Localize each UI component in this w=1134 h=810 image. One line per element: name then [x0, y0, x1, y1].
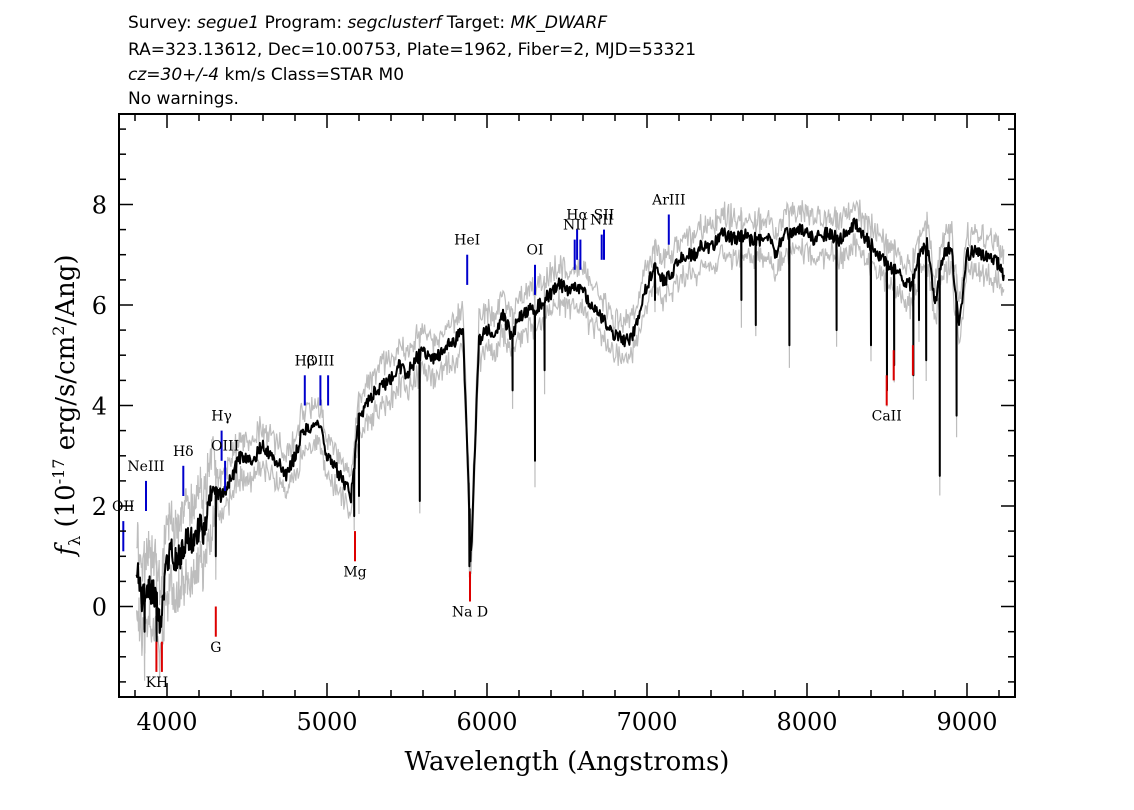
line-marker-label: SII	[594, 208, 615, 224]
x-tick-label: 6000	[456, 708, 517, 736]
line-marker-label: Hβ	[295, 353, 315, 369]
line-marker-label: OI	[526, 243, 543, 259]
y-tick-label: 2	[92, 493, 107, 521]
header-line-3: cz=30+/-4 km/s Class=STAR M0	[128, 65, 404, 85]
header-segment: segue1	[197, 13, 259, 33]
line-marker-label: HeI	[454, 233, 480, 249]
x-tick-label: 4000	[136, 708, 197, 736]
y-axis-title: fλ (10-17 erg/s/cm2/Ang)	[49, 254, 84, 557]
line-marker-label: Hγ	[211, 409, 232, 425]
plot-axes: 4000 5000 6000 7000 8000 9000 0 2 4 6 8	[92, 114, 1015, 736]
y-tick-label: 6	[92, 292, 107, 320]
header-segment: Target:	[441, 13, 510, 33]
header-segment: km/s Class=STAR M0	[219, 65, 404, 85]
x-tick-label: 5000	[296, 708, 357, 736]
header-segment: Program:	[259, 13, 347, 33]
error-band	[136, 199, 1005, 681]
error-band-lower	[136, 233, 1005, 681]
x-tick-label: 9000	[936, 708, 997, 736]
header-segment: Survey:	[128, 13, 197, 33]
line-marker-label: NeIII	[127, 459, 164, 475]
line-marker-label: NII	[590, 213, 613, 229]
header-segment: segclusterf	[347, 13, 444, 33]
header-segment: MK_DWARF	[511, 13, 608, 33]
header-line-1: Survey: segue1 Program: segclusterf Targ…	[128, 13, 607, 33]
header-line-2: RA=323.13612, Dec=10.00753, Plate=1962, …	[128, 40, 696, 60]
line-marker-label: KH	[146, 675, 169, 691]
header-line-4: No warnings.	[128, 89, 239, 109]
flux-spectrum	[135, 217, 1005, 643]
y-tick-label: 8	[92, 192, 107, 220]
line-marker-label: OIII	[211, 439, 239, 455]
line-marker-label: Hδ	[173, 444, 194, 460]
flux-series-line	[135, 217, 1005, 643]
line-marker-label: Mg	[343, 564, 366, 580]
line-marker-label: CaII	[872, 409, 902, 425]
x-tick-label: 7000	[616, 708, 677, 736]
y-tick-label: 0	[92, 594, 107, 622]
header-segment: cz=30+/-4	[128, 65, 219, 85]
x-tick-label: 8000	[776, 708, 837, 736]
error-band-upper	[136, 199, 1005, 607]
x-axis-title: Wavelength (Angstroms)	[405, 747, 730, 777]
y-tick-label: 4	[92, 393, 107, 421]
plot-frame	[118, 113, 1016, 698]
line-marker-label: Na D	[452, 605, 488, 621]
line-marker-label: Hα	[566, 208, 588, 224]
line-marker-label: OII	[112, 499, 135, 515]
line-marker-label: ArIII	[651, 193, 685, 209]
line-marker-label: NII	[563, 218, 586, 234]
chart-header: Survey: segue1 Program: segclusterf Targ…	[128, 13, 696, 109]
line-marker-label: G	[210, 640, 221, 656]
line-marker-label: OIII	[306, 353, 334, 369]
